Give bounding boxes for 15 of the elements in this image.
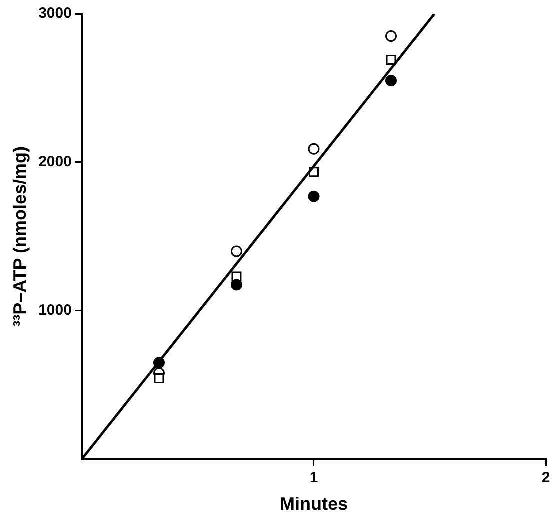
- x-tick-label: 1: [310, 470, 318, 487]
- y-tick-label: 1000: [38, 302, 72, 320]
- point: [308, 190, 320, 202]
- point: [386, 55, 396, 66]
- point: [230, 279, 242, 291]
- y-axis-title: ³³P–ATP (nmoles/mg): [10, 146, 30, 327]
- y-tick-label: 2000: [38, 154, 72, 171]
- y-tick-label: 3000: [38, 5, 72, 22]
- x-axis-title: Minutes: [280, 494, 348, 514]
- x-tick-label: 2: [542, 470, 550, 487]
- point: [154, 373, 164, 384]
- point: [230, 246, 242, 258]
- point: [385, 75, 397, 87]
- point: [308, 143, 320, 155]
- point: [385, 30, 397, 42]
